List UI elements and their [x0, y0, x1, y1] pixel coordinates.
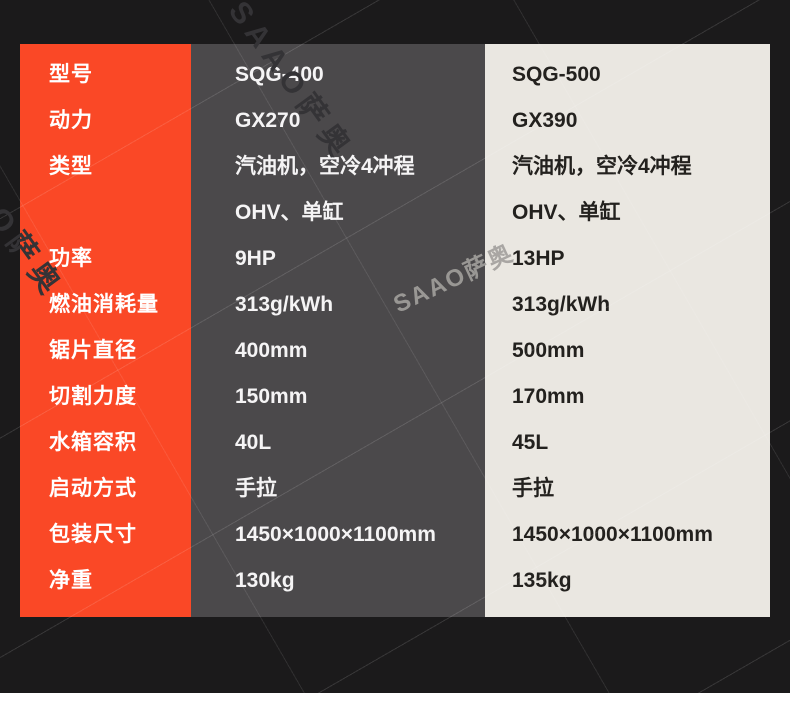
spec-value-sqg400: 40L	[235, 431, 272, 454]
table-row: 功率 9HP 13HP	[20, 236, 770, 282]
spec-value-sqg500: 500mm	[512, 339, 585, 362]
spec-label: 燃油消耗量	[49, 293, 159, 316]
table-row: 包装尺寸 1450×1000×1100mm 1450×1000×1100mm	[20, 512, 770, 558]
spec-label: 启动方式	[49, 477, 137, 500]
spec-label: 类型	[49, 155, 93, 178]
table-row: 水箱容积 40L 45L	[20, 420, 770, 466]
spec-label: 水箱容积	[49, 431, 137, 454]
spec-value-sqg400: 9HP	[235, 247, 276, 270]
spec-value-sqg400: 313g/kWh	[235, 293, 334, 316]
table-row: 型号 SQG-400 SQG-500	[20, 52, 770, 98]
spec-value-sqg400: 汽油机，空冷4冲程	[235, 155, 415, 178]
spec-label: 型号	[49, 63, 93, 86]
table-row: 类型 汽油机，空冷4冲程 汽油机，空冷4冲程	[20, 144, 770, 190]
spec-value-sqg400: 手拉	[235, 477, 277, 500]
spec-label: 锯片直径	[49, 339, 137, 362]
table-row: 净重 130kg 135kg	[20, 558, 770, 604]
spec-value-sqg500: 135kg	[512, 569, 572, 592]
table-row: 锯片直径 400mm 500mm	[20, 328, 770, 374]
spec-value-sqg400: GX270	[235, 109, 301, 132]
table-row: 动力 GX270 GX390	[20, 98, 770, 144]
spec-value-sqg500: 313g/kWh	[512, 293, 611, 316]
table-row: 启动方式 手拉 手拉	[20, 466, 770, 512]
spec-label: 净重	[49, 569, 93, 592]
spec-table: 型号 SQG-400 SQG-500 动力 GX270 GX390 类型 汽油机…	[20, 44, 770, 617]
spec-label: 切割力度	[49, 385, 137, 408]
spec-value-sqg400: 130kg	[235, 569, 295, 592]
spec-value-sqg500: 汽油机，空冷4冲程	[512, 155, 692, 178]
spec-value-sqg500: 170mm	[512, 385, 585, 408]
spec-value-sqg500: SQG-500	[512, 63, 601, 86]
spec-value-sqg500: 1450×1000×1100mm	[512, 523, 713, 546]
spec-value-sqg400: 400mm	[235, 339, 308, 362]
spec-sheet-image: 型号 SQG-400 SQG-500 动力 GX270 GX390 类型 汽油机…	[0, 0, 790, 693]
spec-value-sqg500: OHV、单缸	[512, 201, 621, 224]
spec-value-sqg400: SQG-400	[235, 63, 324, 86]
spec-value-sqg500: 手拉	[512, 477, 554, 500]
spec-value-sqg400: OHV、单缸	[235, 201, 344, 224]
spec-label: 包装尺寸	[49, 523, 137, 546]
spec-value-sqg400: 150mm	[235, 385, 308, 408]
spec-label: 功率	[49, 247, 93, 270]
spec-label	[20, 190, 191, 236]
table-row: OHV、单缸 OHV、单缸	[20, 190, 770, 236]
spec-value-sqg400: 1450×1000×1100mm	[235, 523, 436, 546]
table-row: 燃油消耗量 313g/kWh 313g/kWh	[20, 282, 770, 328]
spec-label: 动力	[49, 109, 93, 132]
spec-value-sqg500: 13HP	[512, 247, 565, 270]
table-row: 切割力度 150mm 170mm	[20, 374, 770, 420]
spec-value-sqg500: GX390	[512, 109, 578, 132]
bottom-margin	[0, 693, 790, 709]
spec-value-sqg500: 45L	[512, 431, 549, 454]
